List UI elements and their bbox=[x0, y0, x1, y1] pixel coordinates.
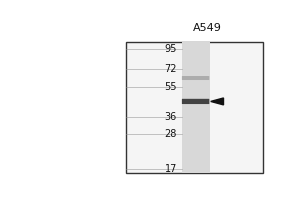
FancyBboxPatch shape bbox=[182, 99, 209, 104]
Bar bbox=[126, 42, 263, 173]
Polygon shape bbox=[211, 98, 224, 105]
Text: 72: 72 bbox=[164, 64, 177, 74]
Text: 28: 28 bbox=[165, 129, 177, 139]
Text: 17: 17 bbox=[165, 164, 177, 174]
Text: 36: 36 bbox=[165, 112, 177, 122]
Text: 55: 55 bbox=[164, 82, 177, 92]
Bar bbox=[182, 42, 210, 173]
FancyBboxPatch shape bbox=[182, 76, 209, 80]
Text: A549: A549 bbox=[193, 23, 222, 33]
Text: 95: 95 bbox=[165, 44, 177, 54]
